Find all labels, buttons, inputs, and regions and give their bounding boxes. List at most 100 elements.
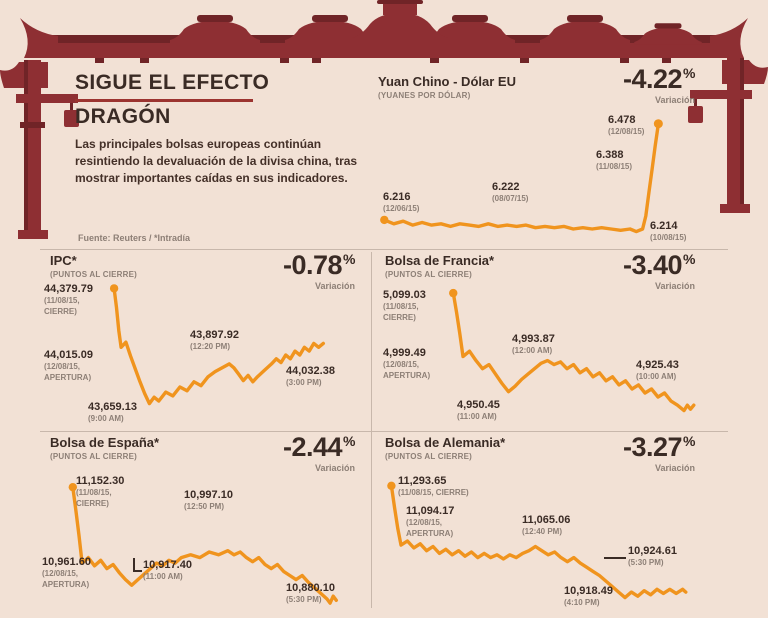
variation-caption-alemania: Variación (654, 463, 695, 473)
point-label: 10,917.40 (11:00 AM) (143, 559, 192, 583)
point-date: (11/08/15, CIERRE) (76, 488, 112, 508)
percent-sign: % (683, 65, 695, 81)
variation-number: -2.44 (283, 432, 343, 462)
panel-header-ipc: IPC* (PUNTOS AL CIERRE) (50, 253, 137, 279)
percent-sign: % (683, 251, 695, 267)
panel-header-francia: Bolsa de Francia* (PUNTOS AL CIERRE) (385, 253, 494, 279)
point-date: (11:00 AM) (457, 412, 497, 421)
variation-caption-ipc: Variación (314, 281, 355, 291)
point-date: (10:00 AM) (636, 372, 677, 381)
source-note: Fuente: Reuters / *Intradía (78, 233, 191, 243)
point-label: 11,065.06 (12:40 PM) (522, 514, 570, 538)
point-label: 4,999.49 (12/08/15, APERTURA) (383, 347, 430, 382)
point-date: (12:20 PM) (190, 342, 231, 351)
point-date: (12:50 PM) (184, 502, 225, 511)
point-label: 6.388 (11/08/15) (596, 149, 632, 173)
title-block: SIGUE EL EFECTO DRAGÓN (75, 71, 270, 128)
point-date: (11:00 AM) (143, 572, 183, 581)
chart-title-francia: Bolsa de Francia* (385, 253, 495, 268)
percent-sign: % (343, 251, 355, 267)
point-value: 6.216 (383, 191, 411, 203)
point-value: 6.222 (492, 181, 520, 193)
point-label: 44,032.38 (3:00 PM) (286, 365, 335, 389)
espana-line-chart (68, 482, 338, 605)
variation-caption-francia: Variación (654, 281, 695, 291)
point-value: 11,293.65 (398, 475, 447, 487)
variation-yuan: -4.22% Variación (585, 65, 695, 106)
point-date: (5:30 PM) (286, 595, 322, 604)
chart-title-alemania: Bolsa de Alemania* (385, 435, 506, 450)
connector-line (604, 557, 626, 559)
point-value: 4,925.43 (636, 359, 679, 371)
variation-espana: -2.44% Variación (255, 432, 355, 474)
point-label: 6.478 (12/08/15) (608, 114, 644, 138)
point-date: (10/08/15) (650, 233, 687, 242)
point-date: (11/08/15, CIERRE) (44, 296, 80, 316)
chart-subtitle-ipc: (PUNTOS AL CIERRE) (50, 270, 138, 279)
divider-horizontal-top (40, 249, 728, 250)
divider-vertical (371, 252, 372, 608)
variation-caption-espana: Variación (314, 463, 355, 473)
point-label: 10,880.10 (5:30 PM) (286, 582, 335, 606)
chart-subtitle-yuan: (YUANES POR DÓLAR) (378, 91, 471, 100)
point-label: 11,293.65 (11/08/15, CIERRE) (398, 475, 469, 499)
divider-horizontal-mid (40, 431, 728, 432)
point-value: 11,065.06 (522, 514, 571, 526)
point-date: (12/08/15, APERTURA) (406, 518, 454, 538)
point-value: 10,918.49 (564, 585, 613, 597)
chart-subtitle-francia: (PUNTOS AL CIERRE) (385, 270, 473, 279)
point-date: (12:00 AM) (512, 346, 553, 355)
variation-number: -3.40 (623, 250, 683, 280)
ipc-line-chart (109, 284, 326, 406)
point-value: 10,917.40 (143, 559, 192, 571)
variation-ipc: -0.78% Variación (255, 252, 355, 292)
pagoda-right-pillar (688, 58, 768, 213)
point-value: 44,015.09 (44, 349, 93, 361)
point-date: (12/08/15, APERTURA) (44, 362, 92, 382)
pagoda-rooftops (170, 0, 702, 45)
panel-header-yuan: Yuan Chino - Dólar EU (YUANES POR DÓLAR) (378, 74, 516, 100)
chart-subtitle-alemania: (PUNTOS AL CIERRE) (385, 452, 473, 461)
point-date: (12/08/15, APERTURA) (42, 569, 90, 589)
connector-line (133, 570, 142, 572)
point-label: 11,152.30 (11/08/15, CIERRE) (76, 475, 124, 510)
point-value: 10,961.60 (42, 556, 91, 568)
point-value: 6.388 (596, 149, 624, 161)
point-date: (12/08/15, APERTURA) (383, 360, 431, 380)
point-date: (4:10 PM) (564, 598, 600, 607)
variation-value-alemania: -3.27% (595, 434, 695, 461)
variation-number: -3.27 (623, 432, 683, 462)
connector-line (133, 558, 135, 571)
point-date: (11/08/15, CIERRE) (398, 488, 469, 497)
page-title-line2: DRAGÓN (75, 104, 171, 128)
point-value: 4,993.87 (512, 333, 555, 345)
point-value: 4,950.45 (457, 399, 500, 411)
page-title-line1: SIGUE EL EFECTO (75, 71, 270, 94)
point-label: 4,950.45 (11:00 AM) (457, 399, 500, 423)
title-underline (75, 98, 253, 102)
variation-value-ipc: -0.78% (255, 252, 355, 279)
point-label: 6.222 (08/07/15) (492, 181, 528, 205)
point-label: 43,897.92 (12:20 PM) (190, 329, 239, 353)
point-label: 43,659.13 (9:00 AM) (88, 401, 137, 425)
point-label: 11,094.17 (12/08/15, APERTURA) (406, 505, 454, 540)
alemania-line-chart (387, 481, 688, 600)
point-date: (12/06/15) (383, 204, 420, 213)
point-value: 5,099.03 (383, 289, 426, 301)
point-value: 6.214 (650, 220, 678, 232)
variation-number: -0.78 (283, 250, 343, 280)
point-value: 44,379.79 (44, 283, 93, 295)
point-value: 10,924.61 (628, 545, 677, 557)
point-label: 5,099.03 (11/08/15, CIERRE) (383, 289, 426, 324)
point-label: 10,918.49 (4:10 PM) (564, 585, 613, 609)
point-value: 43,897.92 (190, 329, 239, 341)
point-label: 44,015.09 (12/08/15, APERTURA) (44, 349, 93, 384)
chart-title-ipc: IPC* (50, 253, 77, 268)
point-value: 4,999.49 (383, 347, 426, 359)
point-value: 11,152.30 (76, 475, 125, 487)
chart-title-yuan: Yuan Chino - Dólar EU (378, 74, 516, 89)
point-label: 10,924.61 (5:30 PM) (628, 545, 677, 569)
chart-subtitle-espana: (PUNTOS AL CIERRE) (50, 452, 138, 461)
point-label: 4,925.43 (10:00 AM) (636, 359, 679, 383)
variation-alemania: -3.27% Variación (595, 434, 695, 474)
